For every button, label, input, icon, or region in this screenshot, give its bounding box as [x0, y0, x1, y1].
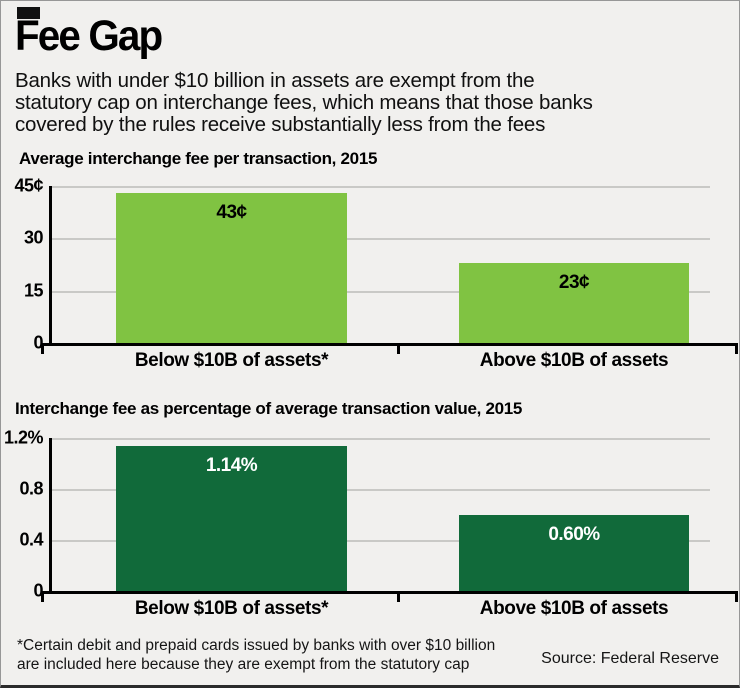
footnote-line-1: *Certain debit and prepaid cards issued …: [17, 637, 496, 654]
chart2-gridline-0p8: [52, 489, 710, 491]
chart1-ytick-45: 45¢: [14, 175, 43, 196]
chart1-ytick-30: 30: [23, 227, 44, 248]
chart1-axis-tick-right: [735, 346, 738, 354]
subtitle: Banks with under $10 billion in assets a…: [15, 70, 593, 136]
chart1-axis-tick-mid: [397, 346, 400, 354]
chart2-bar-below-10b: 1.14%: [116, 445, 347, 591]
chart1-bar-below-10b: 43¢: [116, 192, 347, 343]
chart2-gridline-1p2: [52, 438, 710, 440]
chart2-ytick-0: 0: [33, 580, 43, 601]
chart1-ytick-15: 15: [23, 280, 44, 301]
corner-slug-mark: [17, 7, 40, 19]
chart2-axis-tick-mid: [397, 594, 400, 602]
chart1-bar-above-10b-value: 23¢: [558, 271, 590, 293]
chart1-category-below-10b: Below $10B of assets*: [134, 350, 329, 371]
chart2-axis-tick-left: [41, 594, 44, 602]
chart1-x-axis: [41, 343, 738, 346]
subtitle-line-2: statutory cap on interchange fees, which…: [15, 91, 593, 114]
chart2-x-axis: [41, 591, 738, 594]
chart1-category-above-10b: Above $10B of assets: [479, 350, 669, 371]
chart2-gridline-0p4: [52, 540, 710, 542]
subtitle-line-3: covered by the rules receive substantial…: [15, 113, 546, 136]
chart2-title: Interchange fee as percentage of average…: [15, 399, 523, 418]
chart2-axis-tick-right: [735, 594, 738, 602]
chart1-axis-tick-left: [41, 346, 44, 354]
chart2-ytick-0p4: 0.4: [19, 529, 43, 550]
page-title: Fee Gap: [15, 12, 163, 60]
footnote: *Certain debit and prepaid cards issued …: [17, 636, 495, 674]
chart1-y-axis-labels: 45¢ 30 15 0: [1, 176, 44, 353]
chart2-bar-above-10b: 0.60%: [459, 514, 689, 591]
chart2-bar-above-10b-value: 0.60%: [548, 523, 600, 545]
chart2: 1.2% 0.8 0.4 0 1.14% 0.60% Below $10B of…: [1, 428, 739, 619]
footnote-line-2: are included here because they are exemp…: [17, 656, 470, 673]
chart1-title: Average interchange fee per transaction,…: [19, 149, 378, 168]
chart1-ytick-0: 0: [33, 332, 43, 353]
chart1-gridline-30: [52, 238, 710, 240]
subtitle-line-1: Banks with under $10 billion in assets a…: [15, 69, 535, 92]
chart1: 45¢ 30 15 0 43¢ 23¢ Below $10B of assets…: [1, 176, 739, 371]
source-credit: Source: Federal Reserve: [541, 650, 719, 667]
chart1-gridline-15: [52, 291, 710, 293]
chart1-bar-above-10b: 23¢: [459, 262, 689, 343]
chart2-ytick-0p8: 0.8: [19, 478, 43, 499]
chart2-category-above-10b: Above $10B of assets: [479, 598, 669, 619]
chart2-bar-below-10b-value: 1.14%: [205, 454, 258, 476]
chart2-plot-area: 1.14% 0.60% Below $10B of assets* Above …: [41, 438, 738, 619]
chart2-category-below-10b: Below $10B of assets*: [134, 598, 329, 619]
chart1-bar-below-10b-value: 43¢: [216, 201, 247, 223]
chart2-y-axis-labels: 1.2% 0.8 0.4 0: [1, 428, 44, 601]
chart2-ytick-1p2: 1.2%: [3, 427, 44, 448]
chart1-gridline-45: [52, 186, 710, 188]
chart1-plot-area: 43¢ 23¢ Below $10B of assets* Above $10B…: [41, 186, 738, 371]
